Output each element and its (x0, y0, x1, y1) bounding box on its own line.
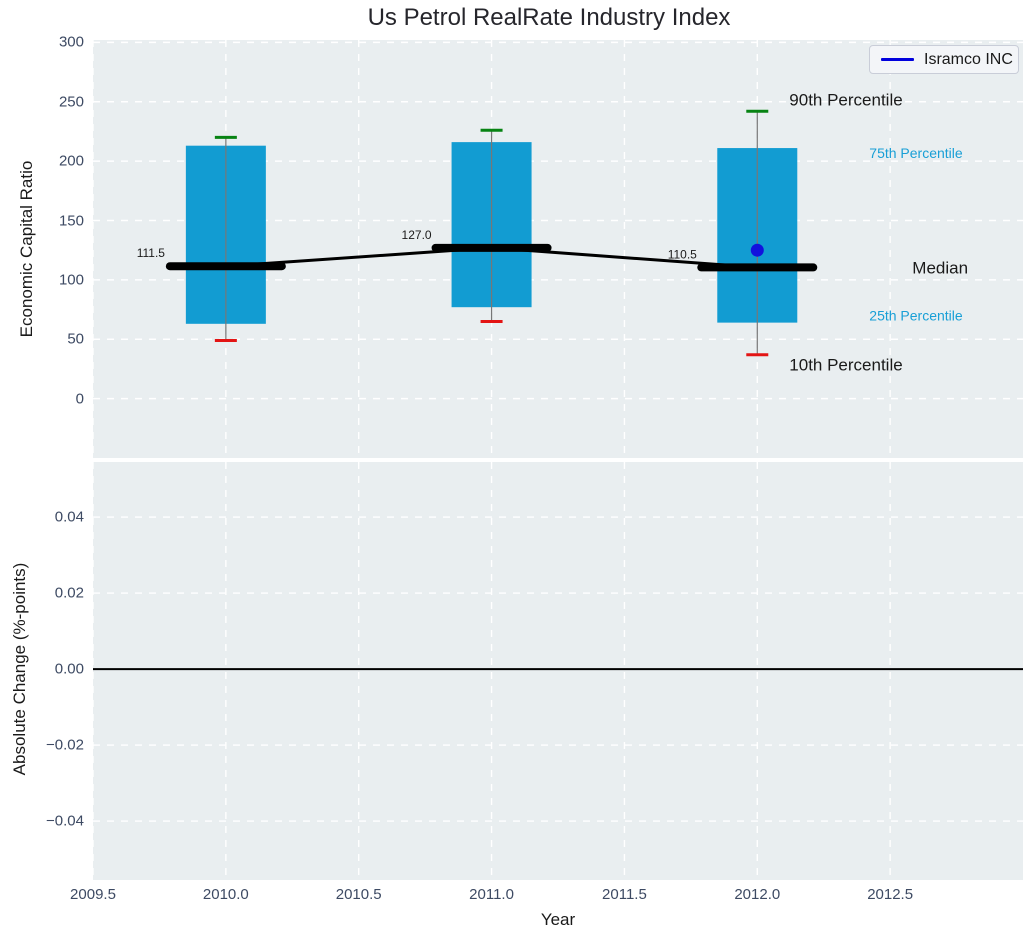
top-axes: 111.5 127.0 110.5 90th Percentile 75th Perce… (93, 40, 1023, 458)
median-value-label-2011: 127.0 (402, 228, 432, 242)
series-marker-isramco (750, 243, 764, 257)
x-tick-label: 2012.5 (867, 886, 914, 903)
x-tick-label: 2012.0 (734, 886, 781, 903)
chart-title: Us Petrol RealRate Industry Index (367, 4, 731, 31)
annotation-p90: 90th Percentile (789, 90, 902, 109)
legend: Isramco INC (869, 45, 1019, 74)
bottom-y-tick-label: 0.04 (54, 508, 84, 526)
top-y-axis-label: Economic Capital Ratio (17, 160, 36, 338)
legend-label: Isramco INC (924, 50, 1013, 68)
x-tick-label: 2011.0 (469, 886, 514, 903)
top-y-tick-label: 300 (58, 33, 84, 51)
bottom-y-tick-label: 0.00 (54, 660, 84, 678)
x-tick-label: 2010.5 (335, 886, 382, 903)
annotation-p75: 75th Percentile (869, 145, 963, 161)
top-y-tick-label: 200 (58, 152, 84, 170)
bottom-y-tick-label: −0.02 (46, 736, 84, 754)
bottom-axes (93, 462, 1023, 880)
top-y-tick-label: 250 (58, 93, 84, 111)
bottom-plot-canvas (93, 462, 1023, 880)
x-tick-label: 2009.5 (70, 886, 116, 903)
legend-line-icon (881, 58, 914, 61)
median-value-label-2012: 110.5 (668, 247, 697, 261)
x-tick-label: 2010.0 (202, 886, 249, 903)
top-y-tick-label: 50 (67, 330, 84, 348)
bottom-y-tick-label: −0.04 (46, 812, 84, 830)
top-y-tick-label: 100 (58, 271, 84, 289)
top-y-tick-label: 0 (75, 390, 84, 408)
bottom-y-tick-label: 0.02 (54, 584, 84, 602)
annotation-p10: 10th Percentile (789, 356, 902, 375)
x-tick-label: 2011.5 (602, 886, 647, 903)
top-y-tick-label: 150 (58, 212, 84, 229)
annotation-p25: 25th Percentile (869, 308, 963, 324)
median-value-label-2010: 111.5 (137, 246, 166, 260)
top-plot-canvas: 111.5 127.0 110.5 90th Percentile 75th Perce… (93, 40, 1023, 458)
annotation-median: Median (912, 258, 968, 277)
x-axis-label: Year (540, 910, 576, 929)
